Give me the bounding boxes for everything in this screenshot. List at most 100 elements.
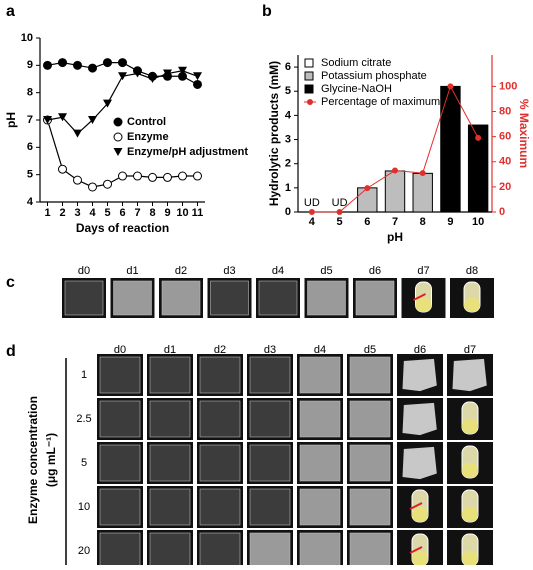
marker	[88, 63, 97, 73]
legend-label: Enzyme/pH adjustment	[127, 146, 248, 158]
photo	[447, 354, 493, 396]
marker	[133, 171, 142, 181]
marker	[58, 113, 67, 122]
x-tick-label: 10	[176, 207, 188, 219]
marker	[148, 172, 157, 182]
film	[149, 400, 191, 438]
x-tick-label: 5	[104, 207, 110, 219]
x-tick-label: 5	[337, 216, 343, 228]
marker	[163, 172, 172, 182]
film	[99, 356, 141, 394]
photo	[447, 530, 493, 570]
photo	[347, 398, 393, 440]
film	[199, 400, 241, 438]
marker	[148, 75, 157, 83]
y-tick-label: 80	[499, 105, 511, 117]
x-axis-label: pH	[387, 230, 403, 244]
photo	[147, 442, 193, 484]
arrow	[409, 502, 423, 510]
tube-liquid	[462, 507, 478, 522]
photo	[197, 486, 243, 528]
film	[249, 532, 291, 570]
marker	[193, 171, 202, 181]
x-tick-label: 1	[44, 207, 50, 219]
column-label: d1	[164, 344, 176, 356]
column-label: d7	[417, 265, 429, 277]
row-label: 10	[78, 501, 90, 513]
legend-label: Percentage of maximum	[321, 96, 440, 108]
row-label: 1	[81, 369, 87, 381]
x-tick-label: 3	[74, 207, 80, 219]
marker	[133, 69, 142, 78]
row-label: 20	[78, 545, 90, 557]
film	[249, 444, 291, 482]
film	[402, 402, 437, 436]
photo	[97, 530, 143, 570]
film	[199, 444, 241, 482]
photo	[347, 354, 393, 396]
photo	[397, 442, 443, 484]
y-axis-unit: (μg mL⁻¹)	[44, 433, 58, 487]
film	[349, 444, 391, 482]
photo	[297, 486, 343, 528]
marker	[118, 171, 127, 181]
y-tick-label: 4	[285, 109, 292, 121]
photo	[207, 278, 252, 318]
film	[199, 356, 241, 394]
y-tick-label: 7	[27, 114, 33, 126]
legend-label: Glycine-NaOH	[321, 83, 392, 95]
photo	[197, 530, 243, 570]
marker	[307, 99, 313, 105]
y-tick-label: 10	[21, 32, 33, 44]
y-tick-label: 5	[27, 169, 33, 181]
x-tick-label: 7	[392, 216, 398, 228]
column-label: d5	[320, 265, 332, 277]
photo	[447, 442, 493, 484]
marker	[58, 164, 67, 174]
bar	[384, 170, 406, 213]
marker	[308, 209, 315, 215]
film	[113, 280, 152, 316]
marker	[43, 60, 52, 70]
y-tick-label: 9	[27, 59, 33, 71]
y-tick-label: 100	[499, 80, 517, 92]
y-axis-label: Hydrolytic products (mM)	[267, 61, 281, 206]
x-tick-label: 4	[89, 207, 96, 219]
column-label: d3	[223, 265, 235, 277]
photo	[397, 398, 443, 440]
bar	[467, 124, 489, 213]
photo	[147, 530, 193, 570]
x-tick-label: 7	[134, 207, 140, 219]
marker	[88, 182, 97, 192]
photo	[97, 354, 143, 396]
panel-letter: c	[6, 274, 15, 291]
marker	[113, 117, 123, 127]
film	[64, 280, 104, 316]
marker	[392, 167, 398, 174]
photo	[247, 398, 293, 440]
tube-liquid	[462, 463, 478, 478]
photo	[147, 354, 193, 396]
photo	[247, 442, 293, 484]
column-label: d0	[78, 265, 90, 277]
row-label: 5	[81, 457, 87, 469]
legend-label: Control	[127, 116, 166, 128]
y-tick-label: 40	[499, 156, 511, 168]
photo	[97, 486, 143, 528]
tube-liquid	[415, 298, 432, 312]
y-tick-label: 2	[285, 158, 291, 170]
x-tick-label: 8	[149, 207, 155, 219]
film	[349, 400, 391, 438]
photo	[297, 442, 343, 484]
photo	[297, 530, 343, 570]
x-tick-label: 8	[420, 216, 426, 228]
arrow	[409, 546, 423, 554]
film	[149, 444, 191, 482]
film	[99, 400, 141, 438]
film	[355, 280, 395, 316]
film	[299, 488, 341, 526]
marker	[113, 148, 123, 156]
marker	[193, 72, 202, 81]
film	[249, 356, 291, 394]
marker	[364, 185, 371, 192]
